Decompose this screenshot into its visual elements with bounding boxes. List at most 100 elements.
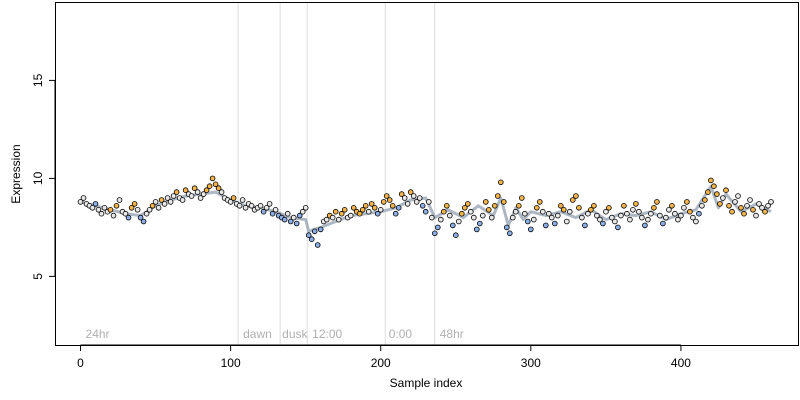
data-point: [290, 214, 297, 221]
data-point: [188, 193, 195, 199]
data-point: [606, 205, 612, 211]
y-tick-label: 10: [31, 171, 45, 185]
data-point: [548, 214, 555, 221]
data-point: [440, 208, 447, 215]
data-point: [600, 220, 606, 227]
data-point: [696, 210, 702, 217]
data-point: [428, 214, 435, 221]
data-point: [759, 205, 765, 211]
data-point: [539, 208, 546, 215]
data-point: [699, 203, 705, 209]
data-point: [389, 203, 396, 209]
data-point: [551, 220, 558, 227]
data-point: [612, 218, 618, 225]
data-point: [197, 195, 204, 201]
data-point: [311, 228, 318, 235]
data-point: [332, 208, 339, 215]
data-point: [717, 201, 723, 207]
x-tick-label: 200: [371, 356, 391, 370]
data-point: [242, 205, 249, 211]
data-point: [449, 222, 456, 229]
x-tick-label: 300: [521, 356, 541, 370]
data-point: [714, 191, 720, 197]
data-point: [726, 203, 732, 209]
data-point: [705, 189, 711, 195]
data-point: [491, 203, 498, 209]
data-point: [395, 205, 402, 211]
data-point: [545, 210, 552, 217]
data-point: [672, 210, 678, 217]
data-point: [314, 242, 321, 248]
data-point: [383, 193, 390, 199]
data-point: [173, 189, 180, 195]
data-point: [603, 208, 609, 215]
data-point: [669, 203, 675, 209]
data-point: [708, 177, 714, 184]
data-point: [639, 214, 645, 221]
data-point: [317, 226, 324, 233]
x-axis-label: Sample index: [390, 376, 463, 390]
data-point: [585, 210, 591, 217]
data-point: [494, 193, 501, 199]
data-point: [621, 203, 627, 209]
data-point: [747, 197, 753, 203]
data-point: [711, 183, 717, 190]
data-point: [756, 201, 762, 207]
data-point: [476, 220, 483, 227]
data-point: [729, 208, 735, 215]
data-point: [143, 210, 150, 217]
data-point: [377, 207, 384, 213]
data-point: [687, 208, 693, 215]
phase-label-5: 48hr: [440, 327, 464, 341]
phase-label-4: 0:00: [389, 327, 413, 341]
data-point: [218, 189, 225, 195]
data-point: [257, 203, 264, 209]
data-point: [443, 203, 450, 209]
phase-boundary-lines: [237, 2, 436, 345]
data-point: [666, 207, 672, 213]
data-point: [167, 199, 174, 205]
data-point: [365, 208, 372, 215]
data-point: [588, 207, 594, 213]
data-point: [431, 230, 438, 237]
data-point: [512, 208, 519, 215]
data-point: [753, 212, 759, 219]
data-point: [582, 222, 588, 229]
data-point: [536, 199, 543, 205]
data-point: [479, 212, 486, 219]
data-point: [461, 205, 468, 211]
data-point: [80, 195, 87, 201]
data-point: [386, 197, 393, 203]
data-point: [569, 197, 576, 203]
data-point: [735, 193, 741, 199]
data-point: [693, 218, 699, 225]
data-point: [347, 212, 354, 219]
data-point: [597, 216, 603, 223]
data-point: [284, 210, 291, 217]
data-point: [720, 195, 726, 201]
data-point: [236, 203, 243, 209]
data-point: [398, 191, 405, 197]
data-point: [566, 208, 573, 215]
data-point: [542, 222, 549, 229]
phase-label-1: dawn: [243, 327, 272, 341]
data-point: [89, 205, 96, 211]
data-point: [624, 210, 630, 217]
data-point: [527, 226, 534, 233]
data-point: [350, 205, 357, 211]
data-point: [416, 195, 423, 201]
data-point: [116, 197, 123, 203]
data-point: [239, 197, 246, 203]
data-point: [248, 203, 255, 209]
data-point: [359, 207, 366, 213]
x-tick-label: 0: [77, 356, 84, 370]
data-point: [636, 208, 642, 215]
data-point: [371, 205, 378, 211]
data-point: [362, 203, 369, 209]
data-point: [533, 205, 540, 211]
data-point: [263, 205, 270, 211]
data-point: [341, 207, 348, 213]
data-point: [452, 232, 459, 239]
data-point: [152, 199, 159, 205]
data-point: [149, 203, 156, 209]
